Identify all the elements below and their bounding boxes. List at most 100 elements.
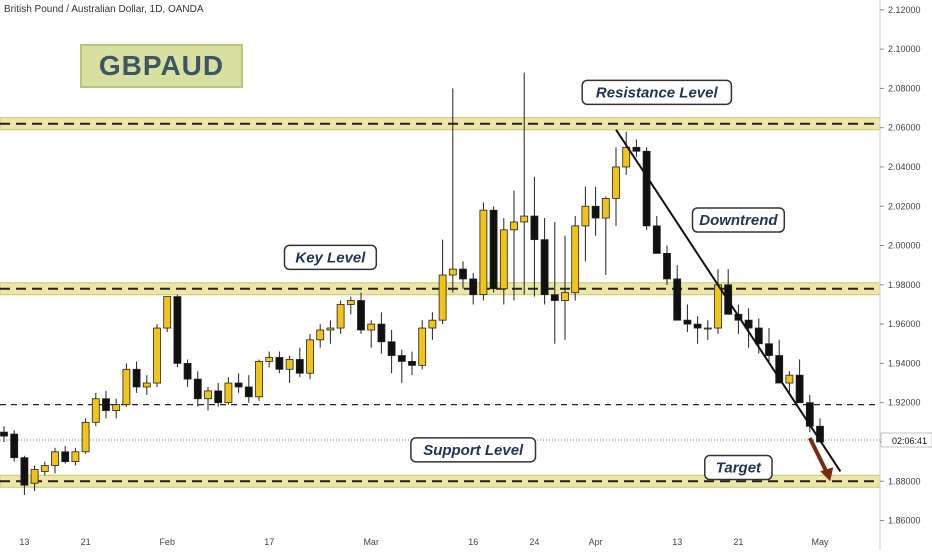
candle-body (459, 268, 467, 280)
time-tick-label: Apr (589, 537, 603, 547)
candle (367, 320, 376, 348)
candles (0, 72, 824, 495)
candle (224, 377, 233, 405)
candle-body (40, 465, 49, 472)
price-tick-label: 2.08000 (888, 83, 921, 93)
candle-body (81, 421, 90, 453)
candle (510, 190, 518, 301)
current-price-label: 02:06:41 (880, 432, 932, 448)
candle-body (224, 382, 233, 404)
candle (316, 324, 325, 348)
candle-body (744, 319, 753, 329)
price-tick-label: 2.10000 (888, 44, 921, 54)
candle-body (275, 357, 284, 370)
candle-body (153, 327, 161, 384)
candle (193, 371, 202, 407)
candle-body (387, 341, 396, 356)
candle (520, 72, 529, 295)
candle (703, 320, 712, 340)
candle-body (173, 296, 182, 364)
candle-body (418, 327, 427, 366)
callout-text: Target (716, 460, 762, 477)
candle (397, 349, 406, 384)
candle (489, 206, 498, 293)
candle (346, 296, 355, 315)
callout-text: Resistance Level (596, 84, 719, 101)
symbol-badge: GBPAUD (80, 44, 243, 88)
candle (622, 131, 631, 175)
callout-box (410, 437, 537, 463)
candle-body (754, 327, 763, 345)
candle-body (51, 451, 59, 466)
candle (122, 363, 131, 407)
candle-body (479, 209, 488, 296)
callout-box (581, 79, 733, 106)
candle-body (642, 150, 651, 227)
candle (306, 333, 314, 380)
candle (714, 269, 722, 334)
candle-body (408, 361, 416, 366)
candle-body (336, 304, 345, 329)
time-tick-label: May (811, 537, 829, 547)
candle (765, 328, 773, 364)
candle-body (132, 368, 141, 388)
candle-body (20, 457, 29, 486)
time-tick-label: 16 (468, 537, 478, 547)
candle (336, 300, 345, 334)
candle-body (632, 146, 641, 152)
candle (601, 196, 610, 275)
candle-body (703, 327, 712, 330)
price-tick-label: 1.96000 (888, 319, 921, 329)
candle (479, 202, 488, 301)
candle (438, 239, 447, 325)
candle (326, 320, 335, 344)
current-price-text: 02:06:41 (892, 436, 927, 446)
candle-body (102, 398, 110, 411)
price-tick-label: 1.98000 (888, 280, 921, 290)
candle (724, 269, 733, 315)
callout-box (283, 244, 378, 271)
candle-body (204, 390, 212, 400)
time-axis: 13 21 Feb 17 Mar 16 24 Apr 13 21 May (19, 537, 829, 547)
overlays (615, 129, 842, 482)
candle (204, 386, 212, 411)
candle (173, 294, 182, 368)
candle (499, 218, 508, 305)
target-arrow-head (820, 467, 834, 482)
chart-title: British Pound / Australian Dollar, 1D, O… (4, 4, 204, 15)
annotation-callout: Downtrend (691, 207, 786, 233)
price-tick-label: 1.94000 (888, 358, 921, 368)
candle-body (122, 368, 131, 406)
candle-body (30, 469, 39, 484)
price-axis-bg (880, 0, 932, 550)
candle (561, 235, 569, 340)
candle-body (295, 359, 304, 374)
candle (61, 445, 70, 464)
candle (448, 88, 457, 293)
candle-body (673, 278, 682, 321)
candle-body (601, 197, 610, 219)
candle-body (91, 398, 100, 423)
annotation-callout: Support Level (410, 437, 537, 463)
candle (357, 292, 365, 334)
candle-body (765, 343, 773, 356)
candle (642, 147, 651, 230)
candle (428, 312, 437, 340)
candle-body (214, 390, 223, 404)
candle (377, 312, 386, 354)
candle-body (71, 451, 80, 463)
price-tick-label: 1.88000 (888, 476, 921, 486)
time-tick-label: 21 (81, 537, 91, 547)
candle (581, 186, 590, 262)
candle-body (448, 268, 457, 276)
candle (591, 186, 600, 236)
downtrend-line (615, 129, 842, 472)
candle-body (428, 319, 437, 329)
candle (112, 398, 121, 419)
price-tick-label: 2.06000 (888, 123, 921, 133)
candle-body (142, 382, 151, 388)
callout-text: Support Level (423, 442, 524, 459)
price-tick-label: 2.02000 (888, 201, 921, 211)
